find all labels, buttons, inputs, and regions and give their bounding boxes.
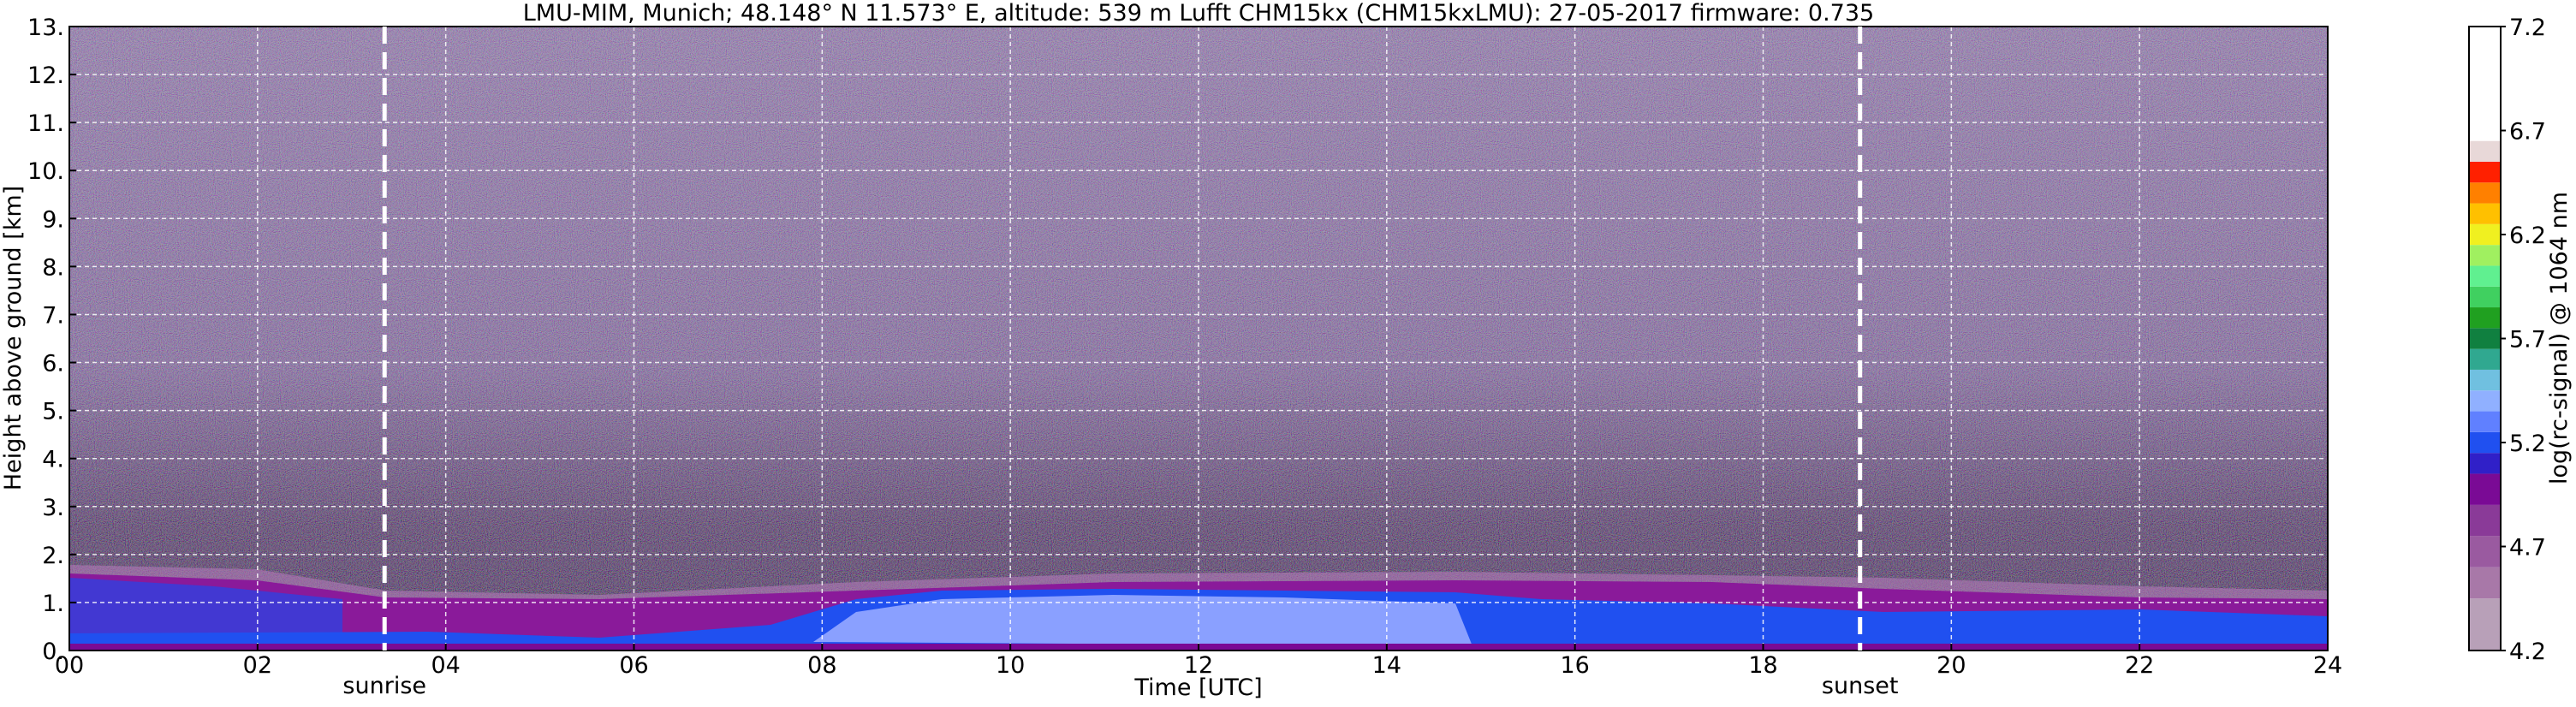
colorbar-level — [2469, 223, 2501, 246]
colorbar-level — [2469, 411, 2501, 432]
y-tick-label: 6. — [42, 351, 64, 377]
colorbar-level — [2469, 598, 2501, 651]
y-axis-label: Height above ground [km] — [0, 186, 27, 490]
colorbar-level — [2469, 536, 2501, 567]
y-tick-label: 10. — [27, 158, 64, 185]
colorbar-level — [2469, 348, 2501, 370]
annotation-label: sunset — [1822, 673, 1899, 699]
colorbar-level — [2469, 431, 2501, 454]
colorbar-level — [2469, 203, 2501, 224]
x-tick-label: 14 — [1372, 652, 1401, 679]
y-tick-label: 13. — [27, 15, 64, 41]
chart-title: LMU-MIM, Munich; 48.148° N 11.573° E, al… — [523, 0, 1874, 27]
y-tick-label: 4. — [42, 447, 64, 473]
colorbar-level — [2469, 567, 2501, 599]
y-tick-label: 1. — [42, 591, 64, 617]
x-tick-label: 00 — [55, 652, 84, 679]
colorbar-level — [2469, 369, 2501, 391]
x-tick-label: 12 — [1184, 652, 1213, 679]
colorbar-level — [2469, 161, 2501, 183]
colorbar-tick-label: 4.2 — [2509, 639, 2546, 665]
x-tick-label: 24 — [2313, 652, 2342, 679]
x-tick-label: 06 — [619, 652, 648, 679]
colorbar-tick-label: 6.2 — [2509, 223, 2546, 249]
colorbar-level — [2469, 140, 2501, 162]
y-tick-label: 11. — [27, 110, 64, 137]
colorbar-level — [2469, 265, 2501, 287]
colorbar-frame — [2468, 26, 2502, 651]
annotation-label: sunrise — [342, 673, 426, 699]
x-tick-label: 22 — [2125, 652, 2154, 679]
colorbar-tick-label: 7.2 — [2509, 15, 2546, 41]
x-tick-label: 18 — [1748, 652, 1777, 679]
colorbar-level — [2469, 453, 2501, 474]
colorbar-level — [2469, 245, 2501, 266]
colorbar-level — [2469, 286, 2501, 308]
colorbar-level — [2469, 328, 2501, 349]
colorbar-tick-label: 4.7 — [2509, 535, 2546, 561]
x-tick-label: 02 — [243, 652, 272, 679]
y-tick-label: 8. — [42, 254, 64, 281]
colorbar-level — [2469, 390, 2501, 412]
colorbar-level — [2469, 473, 2501, 505]
x-axis-label: Time [UTC] — [1133, 674, 1262, 701]
y-tick-label: 7. — [42, 302, 64, 329]
y-tick-label: 12. — [27, 62, 64, 89]
colorbar-tick-label: 5.7 — [2509, 327, 2546, 354]
x-tick-label: 08 — [807, 652, 836, 679]
x-tick-label: 10 — [996, 652, 1025, 679]
colorbar-level — [2469, 182, 2501, 204]
colorbar-level — [2469, 504, 2501, 537]
y-tick-label: 3. — [42, 495, 64, 521]
y-tick-label: 0. — [42, 639, 64, 665]
y-tick-label: 5. — [42, 399, 64, 425]
colorbar-level — [2469, 27, 2501, 141]
colorbar-level — [2469, 307, 2501, 329]
y-tick-label: 9. — [42, 206, 64, 233]
colorbar-tick-label: 5.2 — [2509, 431, 2546, 457]
x-tick-label: 20 — [1936, 652, 1966, 679]
x-tick-label: 04 — [431, 652, 460, 679]
colorbar-label: log(rc-signal) @ 1064 nm — [2546, 192, 2573, 484]
colorbar-tick-label: 6.7 — [2509, 119, 2546, 146]
y-tick-label: 2. — [42, 543, 64, 569]
x-tick-label: 16 — [1560, 652, 1589, 679]
